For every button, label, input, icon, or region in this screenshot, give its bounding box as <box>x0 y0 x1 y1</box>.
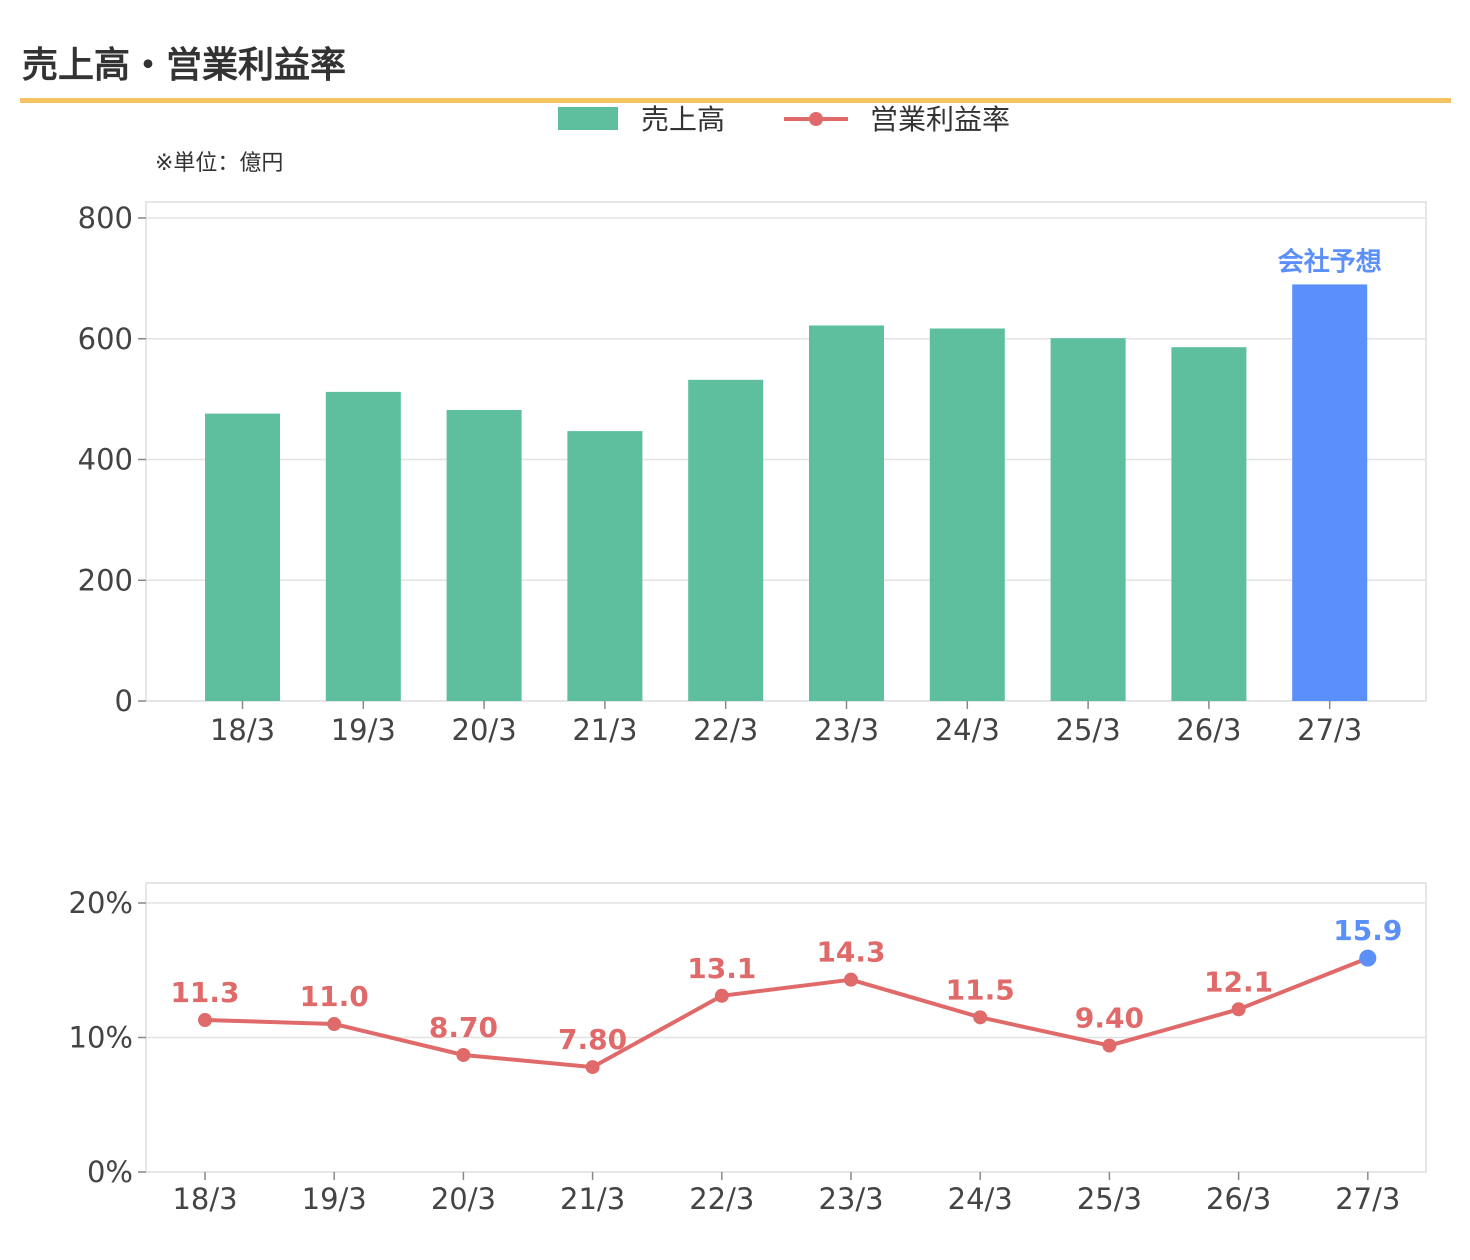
margin-series-line <box>204 956 1369 1070</box>
bar-x-tick-label: 21/3 <box>572 713 637 747</box>
bar-27-3 <box>1292 284 1368 701</box>
bar-21-3 <box>567 431 643 701</box>
bar-22-3 <box>688 379 764 701</box>
bar-y-tick-label: 800 <box>78 201 133 235</box>
bar-24-3 <box>929 328 1005 701</box>
bar-y-tick-label: 400 <box>78 443 133 477</box>
margin-line-chart: 0% 10% 20% 11.3 18/3 11.0 19/3 8.70 20/3 7.80 21/3… <box>69 882 1427 1216</box>
legend-line-label: 営業利益率 <box>870 103 1010 136</box>
bar-x-tick-label: 27/3 <box>1297 713 1362 747</box>
point-label: 13.1 <box>687 952 756 985</box>
bar-25-3 <box>1050 338 1126 701</box>
line-x-tick-label: 27/3 <box>1335 1182 1400 1216</box>
line-x-tick-label: 25/3 <box>1077 1182 1142 1216</box>
bar-y-tick-label: 200 <box>78 563 133 597</box>
line-x-tick-label: 23/3 <box>818 1182 883 1216</box>
legend: 売上高 営業利益率 <box>558 103 1010 136</box>
bar-x-tick-label: 22/3 <box>693 713 758 747</box>
bar-26-3 <box>1171 347 1247 701</box>
unit-note: ※単位：億円 <box>155 151 283 176</box>
point-24-3 <box>973 1010 988 1025</box>
bar-19-3 <box>325 391 401 701</box>
sales-bar-chart: 0 200 400 600 800 18/3 19/3 20/3 21/3 22/3 23/3 24/… <box>78 201 1427 747</box>
bar-23-3 <box>809 325 884 701</box>
point-23-3 <box>844 972 858 987</box>
bar-x-tick-label: 18/3 <box>210 713 275 747</box>
point-label: 11.3 <box>170 976 239 1009</box>
line-x-tick-label: 24/3 <box>948 1182 1013 1216</box>
point-19-3 <box>327 1017 342 1032</box>
point-18-3 <box>198 1013 212 1028</box>
legend-line-marker <box>809 112 823 126</box>
line-x-tick-label: 22/3 <box>689 1182 754 1216</box>
point-25-3 <box>1102 1038 1117 1053</box>
point-label: 9.40 <box>1075 1002 1144 1035</box>
bar-x-tick-label: 25/3 <box>1056 713 1121 747</box>
line-x-tick-label: 26/3 <box>1206 1182 1271 1216</box>
title-underline <box>20 98 1451 103</box>
line-y-tick-label: 10% <box>69 1021 133 1055</box>
line-x-tick-label: 21/3 <box>560 1182 625 1216</box>
point-label: 11.5 <box>946 973 1015 1006</box>
page-title: 売上高・営業利益率 <box>22 45 347 86</box>
point-label: 15.9 <box>1333 914 1402 947</box>
bar-x-tick-label: 19/3 <box>331 713 396 747</box>
point-27-3 <box>1359 949 1377 967</box>
point-26-3 <box>1231 1002 1246 1017</box>
point-label: 12.1 <box>1204 965 1273 998</box>
bar-x-tick-label: 23/3 <box>814 713 879 747</box>
point-label: 8.70 <box>429 1011 498 1044</box>
line-x-tick-label: 20/3 <box>431 1182 496 1216</box>
point-20-3 <box>456 1047 471 1062</box>
bar-y-tick-label: 0 <box>115 684 133 718</box>
bar-18-3 <box>205 413 280 701</box>
line-y-tick-label: 0% <box>87 1155 133 1189</box>
forecast-label: 会社予想 <box>1278 246 1382 277</box>
point-22-3 <box>714 988 729 1003</box>
point-21-3 <box>585 1060 600 1075</box>
bar-20-3 <box>446 409 522 701</box>
point-label: 14.3 <box>816 936 885 969</box>
line-x-tick-label: 19/3 <box>302 1182 367 1216</box>
point-label: 7.80 <box>558 1023 627 1056</box>
line-y-tick-label: 20% <box>69 886 133 920</box>
bar-x-tick-label: 20/3 <box>452 713 517 747</box>
legend-bar-swatch <box>558 107 618 130</box>
legend-bar-label: 売上高 <box>641 103 725 136</box>
bar-x-tick-label: 26/3 <box>1176 713 1241 747</box>
line-x-tick-label: 18/3 <box>172 1182 237 1216</box>
bar-y-tick-label: 600 <box>78 322 133 356</box>
point-label: 11.0 <box>300 980 369 1013</box>
bar-x-tick-label: 24/3 <box>935 713 1000 747</box>
